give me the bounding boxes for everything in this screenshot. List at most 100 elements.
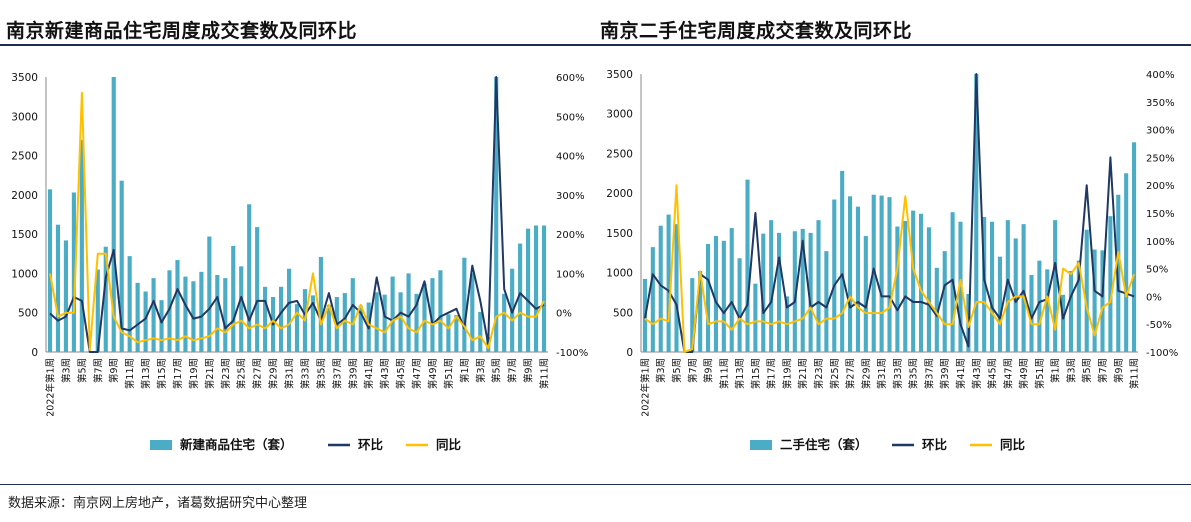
bar — [848, 196, 853, 352]
bar — [470, 273, 475, 352]
bar — [494, 77, 499, 352]
legend-label-yoy: 同比 — [1000, 437, 1026, 452]
bar — [1116, 194, 1121, 352]
x-tick-label: 第33周 — [892, 358, 904, 389]
bar — [183, 276, 188, 352]
x-tick-label: 第7周 — [687, 358, 699, 383]
legend-swatch-bars — [150, 440, 172, 450]
y-left-tick-label: 3000 — [11, 111, 38, 123]
y-right-tick-label: 150% — [1146, 209, 1175, 220]
bar — [721, 240, 726, 352]
x-tick-label: 第3周 — [1065, 358, 1077, 383]
bar — [263, 286, 268, 352]
bar — [103, 246, 108, 352]
bar — [111, 77, 116, 352]
bar — [1005, 220, 1010, 352]
bar — [414, 293, 419, 352]
bar — [446, 314, 451, 352]
bar — [674, 224, 679, 352]
x-tick-label: 第33周 — [299, 358, 311, 389]
x-tick-label: 第35周 — [315, 358, 327, 389]
bar — [658, 225, 663, 352]
bar — [79, 139, 84, 352]
x-tick-label: 第45周 — [395, 358, 407, 389]
bar — [1084, 229, 1089, 352]
bar — [926, 227, 931, 352]
x-tick-label: 第41周 — [955, 358, 967, 389]
legend-swatch-bars — [750, 440, 772, 450]
y-right-tick-label: 100% — [1146, 237, 1175, 248]
y-right-tick-label: 0% — [1146, 292, 1162, 303]
y-right-tick-label: 300% — [1146, 126, 1175, 137]
x-tick-label: 第11周 — [539, 358, 551, 389]
y-right-tick-label: 600% — [556, 73, 585, 84]
chart-new-homes: 0 500 1000 1500 2000 2500 3000 3500 -100% 0% 100% 2… — [11, 72, 588, 452]
bar — [1053, 220, 1058, 352]
bar — [1132, 142, 1137, 352]
line-mom — [643, 73, 1135, 353]
x-tick-label: 第23周 — [813, 358, 825, 389]
y-right-tick-label: 250% — [1146, 153, 1175, 164]
source-note: 数据来源：南京网上房地产，诸葛数据研究中心整理 — [8, 496, 308, 511]
bar — [737, 258, 742, 352]
bar — [832, 199, 837, 352]
x-tick-label: 第19周 — [781, 358, 793, 389]
bar — [713, 236, 718, 352]
bar — [422, 283, 427, 352]
bar — [1068, 270, 1073, 352]
x-tick-label: 第7周 — [507, 358, 519, 383]
bar — [382, 294, 387, 352]
bar — [95, 269, 100, 352]
bar — [310, 295, 316, 352]
x-tick-label: 第1周 — [1050, 358, 1062, 383]
x-tick-label: 2022年第1周 — [639, 358, 651, 417]
y-left-tick-label: 500 — [18, 308, 38, 320]
bar — [769, 220, 774, 352]
bar — [55, 224, 61, 352]
bar — [887, 197, 892, 352]
x-tick-label: 第7周 — [92, 358, 104, 383]
bar — [792, 231, 797, 352]
bar — [753, 283, 758, 352]
bar — [990, 221, 995, 352]
bar — [135, 282, 140, 352]
x-tick-label: 第21周 — [204, 358, 216, 389]
x-tick-label: 第1周 — [459, 358, 471, 383]
bar — [690, 278, 695, 352]
x-tick-label: 第27周 — [252, 358, 264, 389]
y-left-tick-label: 0 — [31, 347, 38, 359]
bar — [231, 245, 236, 352]
bar — [919, 213, 924, 352]
bar — [239, 266, 244, 352]
chart-resale-homes: 0 500 1000 1500 2000 2500 3000 3500 -100% -50% 0% 5… — [606, 69, 1178, 452]
bar — [199, 271, 204, 352]
bar — [342, 293, 347, 352]
y-left-tick-label: 3500 — [606, 69, 633, 81]
x-tick-label: 第13周 — [140, 358, 152, 389]
x-tick-label: 第37周 — [923, 358, 935, 389]
y-right-tick-label: -50% — [1146, 320, 1172, 331]
bar — [1045, 269, 1050, 352]
x-tick-label: 第31周 — [284, 358, 296, 389]
bar — [706, 243, 711, 352]
x-tick-label: 第49周 — [427, 358, 439, 389]
x-tick-label: 第43周 — [971, 358, 983, 389]
bar — [1029, 274, 1034, 352]
bar — [518, 243, 523, 352]
x-tick-label: 第9周 — [703, 358, 715, 383]
bar — [151, 278, 156, 352]
x-tick-label: 第37周 — [331, 358, 343, 389]
chart-title-resale-homes: 南京二手住宅周度成交套数及同环比 — [600, 20, 913, 42]
line-yoy — [49, 91, 545, 351]
y-right-tick-label: 0% — [556, 309, 572, 320]
bar — [286, 268, 292, 352]
bar — [903, 220, 908, 352]
y-left-tick-label: 3000 — [606, 109, 633, 121]
y-left-tick-label: 1000 — [11, 268, 38, 280]
x-tick-label: 第47周 — [1002, 358, 1014, 389]
bar — [207, 236, 212, 352]
y-left-tick-label: 3500 — [11, 72, 38, 84]
x-tick-label: 第7周 — [1097, 358, 1109, 383]
bar — [666, 214, 671, 352]
y-right-tick-label: -100% — [1146, 348, 1178, 359]
